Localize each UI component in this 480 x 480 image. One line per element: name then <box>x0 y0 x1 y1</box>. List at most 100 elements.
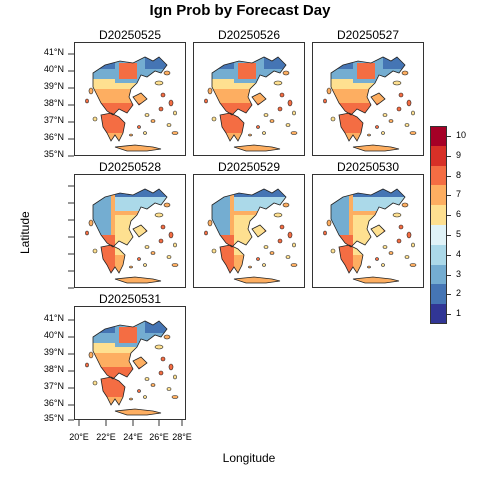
island <box>406 99 412 107</box>
island <box>263 245 269 249</box>
lon-tick: 26°E <box>149 432 169 442</box>
island <box>129 265 133 269</box>
legend-swatch <box>430 264 447 285</box>
island <box>163 334 171 340</box>
lat-tick: 38°N <box>43 364 64 374</box>
coastline <box>370 92 386 106</box>
lat-tick: 40°N <box>43 330 64 340</box>
lat-tick: 39°N <box>43 347 64 357</box>
island <box>401 70 409 76</box>
lon-tick: 20°E <box>69 432 89 442</box>
island <box>282 70 290 76</box>
island <box>171 395 179 399</box>
island <box>137 257 141 261</box>
island <box>137 389 141 393</box>
x-axis-title: Longitude <box>222 451 276 465</box>
coastline <box>132 92 148 106</box>
island <box>88 219 94 227</box>
island <box>375 125 379 129</box>
coastline <box>338 112 364 142</box>
panel-label-3: D20250527 <box>336 28 400 42</box>
island <box>326 219 332 227</box>
island <box>382 245 388 249</box>
island <box>273 80 283 86</box>
map-graphic <box>85 188 179 284</box>
coastline <box>330 56 406 116</box>
island <box>282 202 290 208</box>
island <box>207 219 213 227</box>
island <box>154 212 164 218</box>
legend-border <box>430 126 447 324</box>
island <box>287 231 293 239</box>
map-panel-4 <box>74 174 186 288</box>
island <box>137 125 141 129</box>
legend-swatch <box>430 205 447 226</box>
island <box>404 123 410 127</box>
lat-tick: 35°N <box>43 149 64 159</box>
island <box>398 224 404 230</box>
island <box>404 255 410 259</box>
coastline <box>233 276 281 284</box>
lon-tick: 24°E <box>123 432 143 442</box>
map-graphic <box>85 56 179 152</box>
legend-tick <box>447 254 451 256</box>
legend-tick <box>447 234 451 236</box>
island <box>204 230 208 236</box>
panel-label-5: D20250529 <box>217 160 281 174</box>
island <box>88 351 94 359</box>
island <box>160 356 166 362</box>
coastline <box>114 144 162 152</box>
legend-swatch <box>430 244 447 266</box>
island <box>204 98 208 104</box>
island <box>85 362 89 368</box>
map-graphic <box>85 320 179 416</box>
coastline <box>100 244 126 274</box>
island <box>154 344 164 350</box>
legend-swatch <box>430 165 447 186</box>
island <box>144 377 150 381</box>
island <box>92 248 98 254</box>
island <box>143 131 147 135</box>
island <box>396 106 402 112</box>
map-graphic <box>204 188 298 284</box>
island <box>287 99 293 107</box>
lat-tick: 41°N <box>43 313 64 323</box>
island <box>409 263 417 267</box>
island <box>292 110 296 116</box>
island <box>392 212 402 218</box>
island <box>330 116 336 122</box>
map-graphic <box>323 188 417 284</box>
lat-tick: 38°N <box>43 98 64 108</box>
island <box>263 113 269 117</box>
map-graphic <box>204 56 298 152</box>
island <box>323 98 327 104</box>
legend-label: 5 <box>456 228 462 239</box>
panel-label-7: D20250531 <box>98 292 162 306</box>
island <box>326 87 332 95</box>
map-panel-5 <box>193 174 305 288</box>
map-panel-7 <box>74 306 186 420</box>
legend-tick <box>447 215 451 217</box>
island <box>168 99 174 107</box>
island <box>277 238 283 244</box>
island <box>262 263 266 267</box>
island <box>150 119 156 123</box>
island <box>168 363 174 371</box>
island <box>388 119 394 123</box>
island <box>290 131 298 135</box>
coastline <box>211 56 287 116</box>
island <box>171 263 179 267</box>
island <box>392 80 402 86</box>
island <box>323 230 327 236</box>
coastline <box>233 144 281 152</box>
legend-swatch <box>430 304 447 325</box>
map-panel-6 <box>312 174 424 288</box>
legend-swatch <box>430 284 447 305</box>
map-panel-3 <box>312 42 424 156</box>
lon-tick: 28°E <box>172 432 192 442</box>
island <box>381 131 385 135</box>
island <box>144 113 150 117</box>
island <box>401 202 409 208</box>
coastline <box>100 376 126 406</box>
island <box>166 255 172 259</box>
